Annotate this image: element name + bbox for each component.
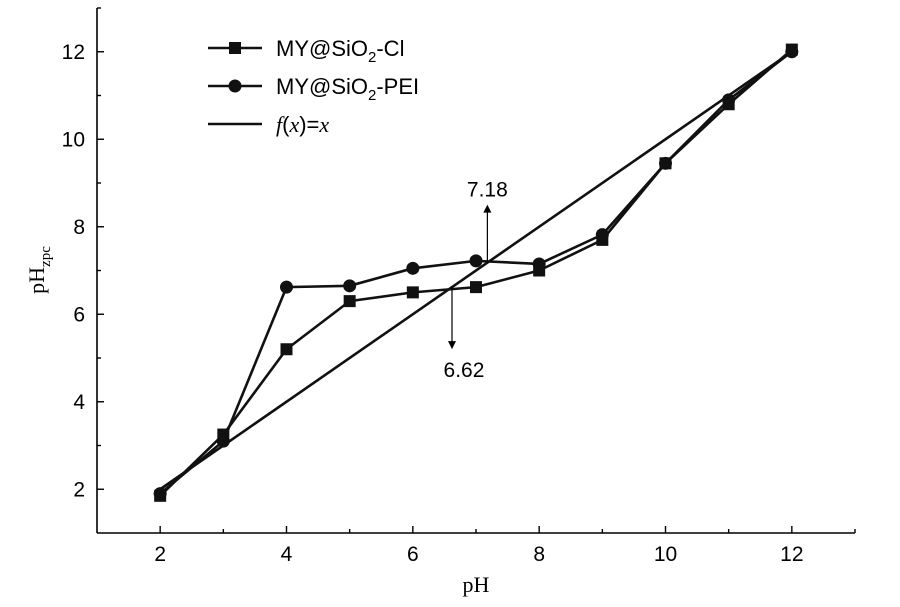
data-point-cl: [280, 343, 293, 356]
annotation-layer: 7.18 6.62: [444, 179, 508, 383]
data-point-cl: [406, 286, 419, 299]
data-point-pei: [595, 228, 609, 242]
data-point-pei: [469, 254, 483, 268]
data-point-cl: [343, 295, 356, 308]
annotation-label: 7.18: [467, 179, 508, 202]
data-point-cl: [470, 281, 482, 294]
data-point-pei: [216, 434, 230, 448]
data-point-pei: [280, 280, 293, 294]
x-tick-label: 4: [281, 543, 293, 566]
y-tick-label: 10: [62, 128, 85, 151]
annotation-label: 6.62: [444, 359, 485, 382]
legend-marker-circle: [228, 79, 242, 93]
legend-label-pei: MY@SiO2-PEI: [276, 74, 419, 104]
y-axis-label-sub: zpc: [38, 246, 54, 267]
y-tick-label: 8: [73, 216, 85, 239]
annotation-arrowhead: [483, 204, 492, 213]
y-axis-label-main: pH: [24, 267, 49, 294]
data-point-pei: [532, 257, 546, 271]
legend-label-cl: MY@SiO2-Cl: [276, 36, 404, 66]
y-tick-label: 2: [73, 478, 85, 501]
legend-label-fx: f(x)=x: [276, 112, 329, 137]
x-ticks: 2 4 6 8 10 12: [154, 526, 856, 566]
data-point-pei: [659, 156, 672, 170]
data-point-pei: [153, 487, 167, 501]
y-tick-label: 4: [73, 391, 85, 414]
y-tick-label: 12: [62, 41, 85, 64]
y-tick-label: 6: [73, 303, 85, 326]
series-line-identity: [159, 50, 793, 491]
series-layer: [153, 43, 799, 502]
data-point-pei: [722, 93, 736, 107]
data-point-pei: [406, 261, 420, 275]
x-tick-label: 10: [654, 543, 677, 566]
x-axis-label: pH: [463, 572, 490, 597]
annotation-arrowhead: [447, 341, 456, 350]
x-tick-label: 6: [407, 543, 419, 566]
x-tick-label: 8: [533, 543, 545, 566]
data-point-pei: [343, 279, 357, 293]
y-axis-label: pHzpc: [24, 246, 54, 294]
legend: MY@SiO2-Cl MY@SiO2-PEI f(x)=x: [208, 36, 419, 137]
data-point-pei: [785, 45, 799, 59]
x-tick-label: 12: [780, 543, 803, 566]
legend-marker-square: [229, 42, 241, 54]
x-tick-label: 2: [154, 543, 166, 566]
y-ticks: 2 4 6 8 10 12: [62, 7, 104, 501]
